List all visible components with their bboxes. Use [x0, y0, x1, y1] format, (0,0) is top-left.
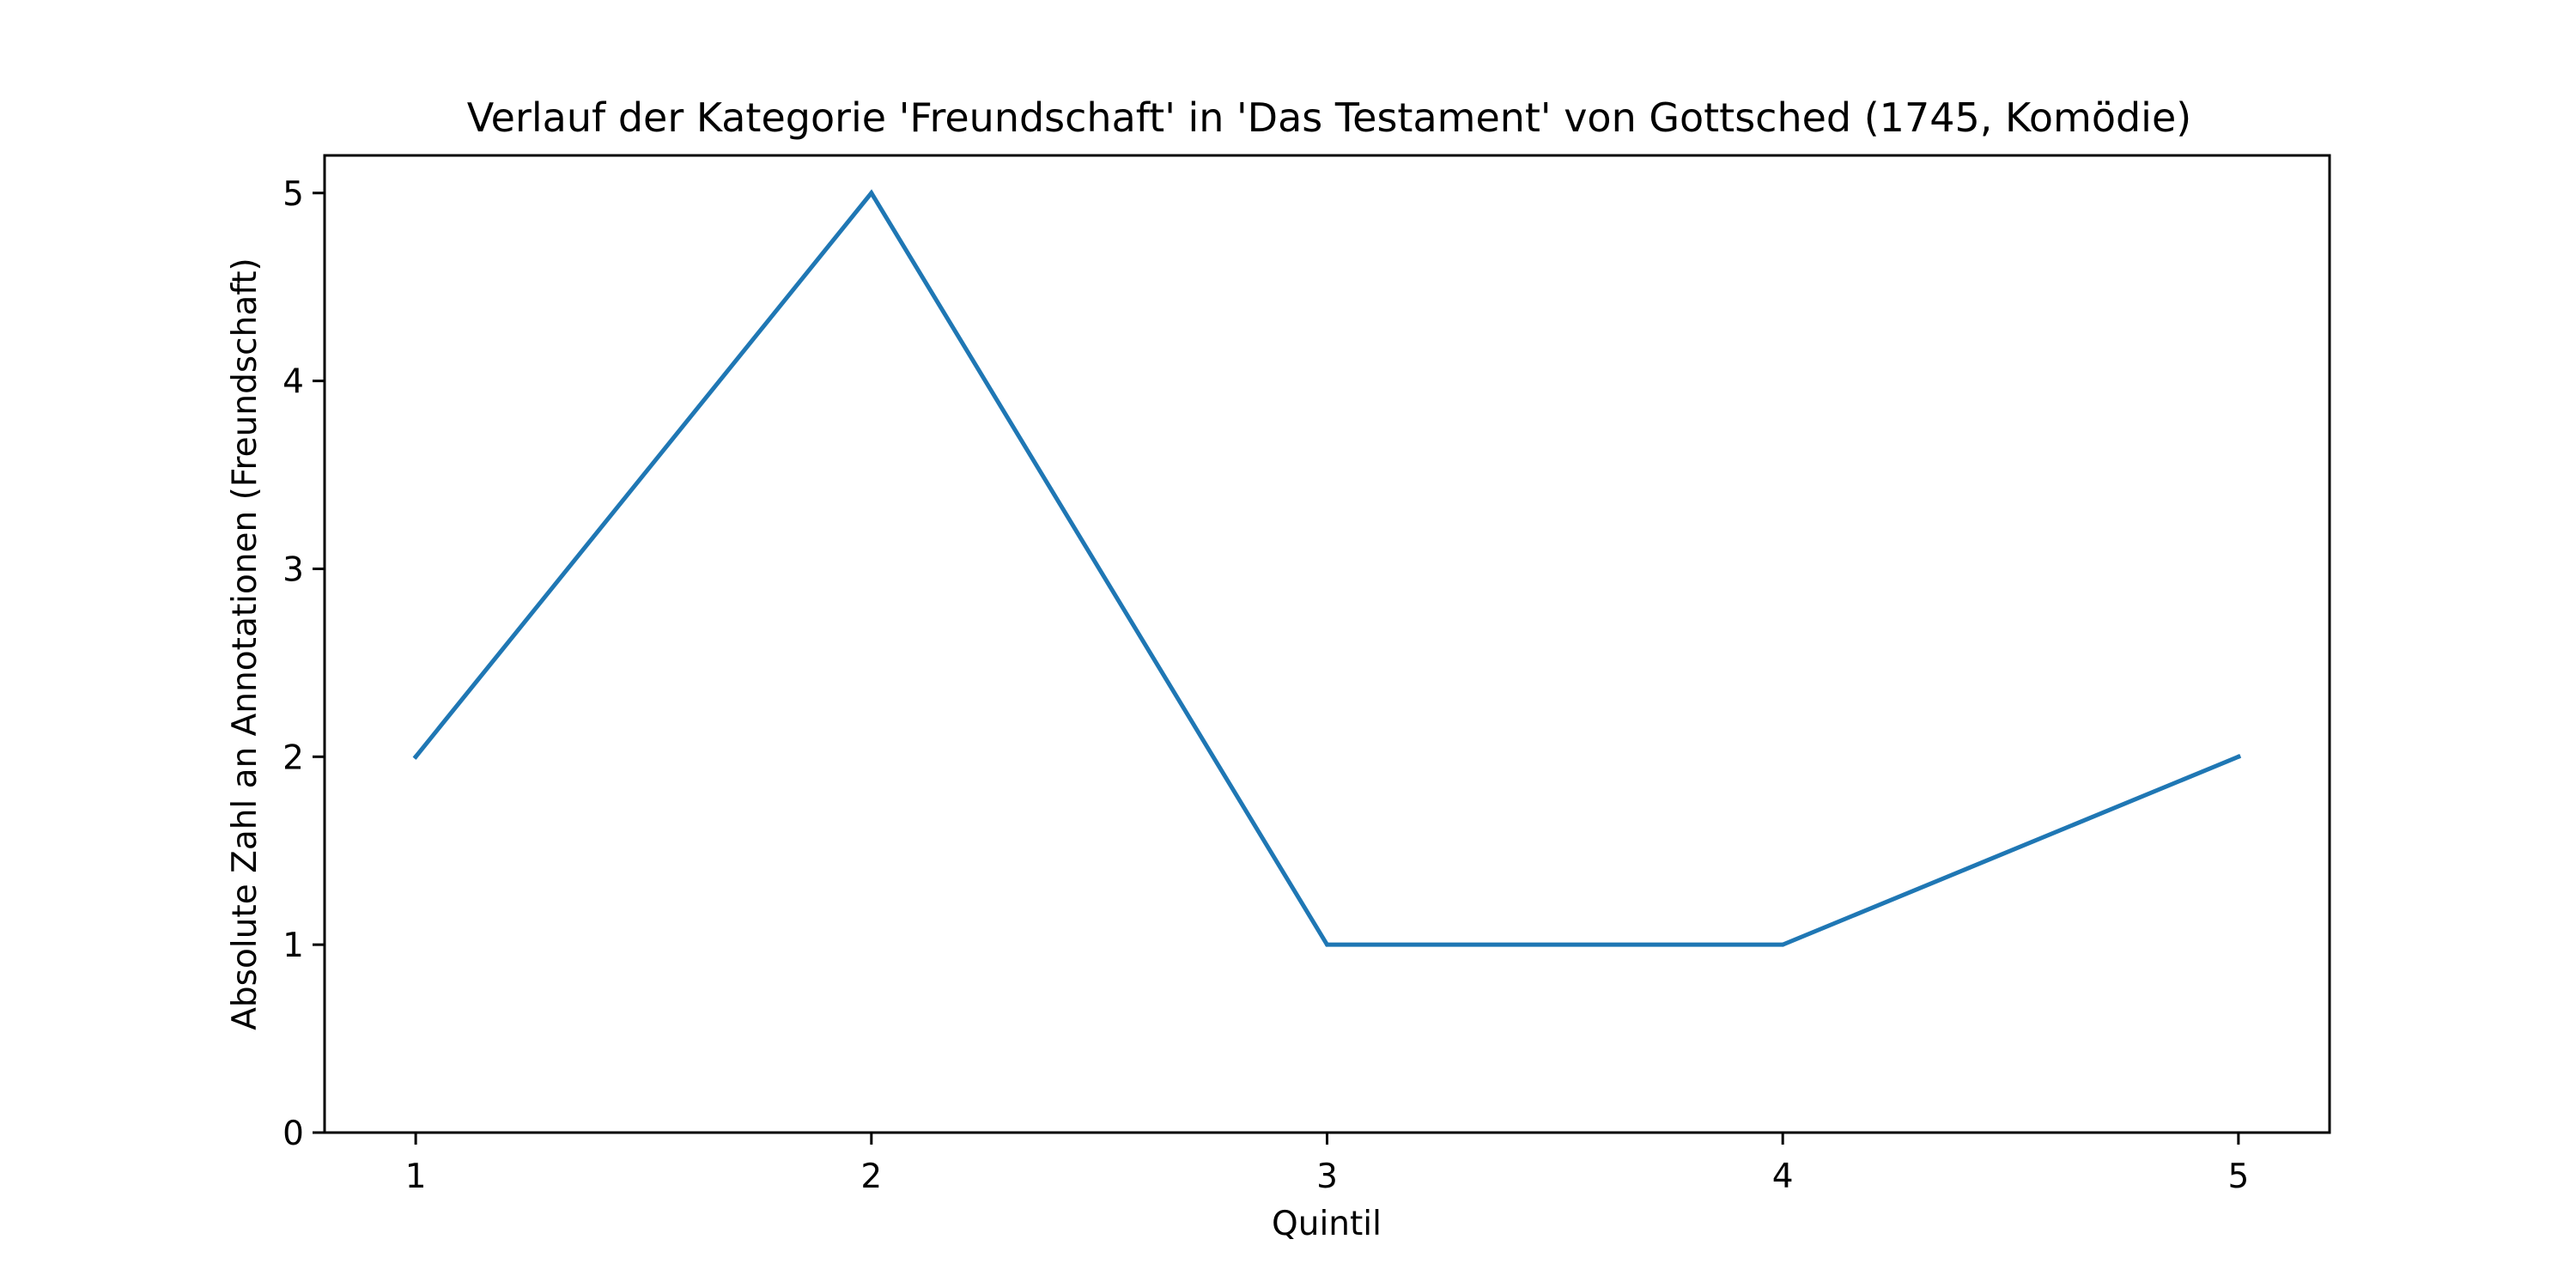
x-axis-label: Quintil — [1272, 1205, 1382, 1243]
chart-title: Verlauf der Kategorie 'Freundschaft' in … — [467, 94, 2191, 141]
x-tick-label: 5 — [2227, 1157, 2249, 1196]
y-tick-label: 4 — [283, 363, 304, 402]
x-axis-ticks: 1 2 3 4 5 — [405, 1133, 2249, 1196]
series-layer — [412, 189, 2242, 947]
data-point — [1780, 942, 1785, 947]
data-point — [2236, 754, 2241, 759]
y-tick-label: 3 — [283, 550, 304, 589]
x-tick-label: 1 — [405, 1157, 427, 1196]
x-tick-label: 3 — [1316, 1157, 1338, 1196]
plot-frame — [323, 154, 2331, 1134]
data-point — [869, 191, 874, 196]
x-tick-label: 4 — [1772, 1157, 1794, 1196]
data-point — [413, 754, 418, 759]
y-tick-label: 2 — [283, 738, 304, 777]
y-tick-label: 1 — [283, 927, 304, 965]
y-tick-label: 5 — [283, 175, 304, 214]
x-tick-label: 2 — [860, 1157, 882, 1196]
y-tick-label: 0 — [283, 1115, 304, 1153]
data-point — [1325, 942, 1329, 947]
y-axis-label: Absolute Zahl an Annotationen (Freundsch… — [226, 258, 264, 1030]
y-axis-ticks: 0 1 2 3 4 5 — [283, 175, 325, 1153]
